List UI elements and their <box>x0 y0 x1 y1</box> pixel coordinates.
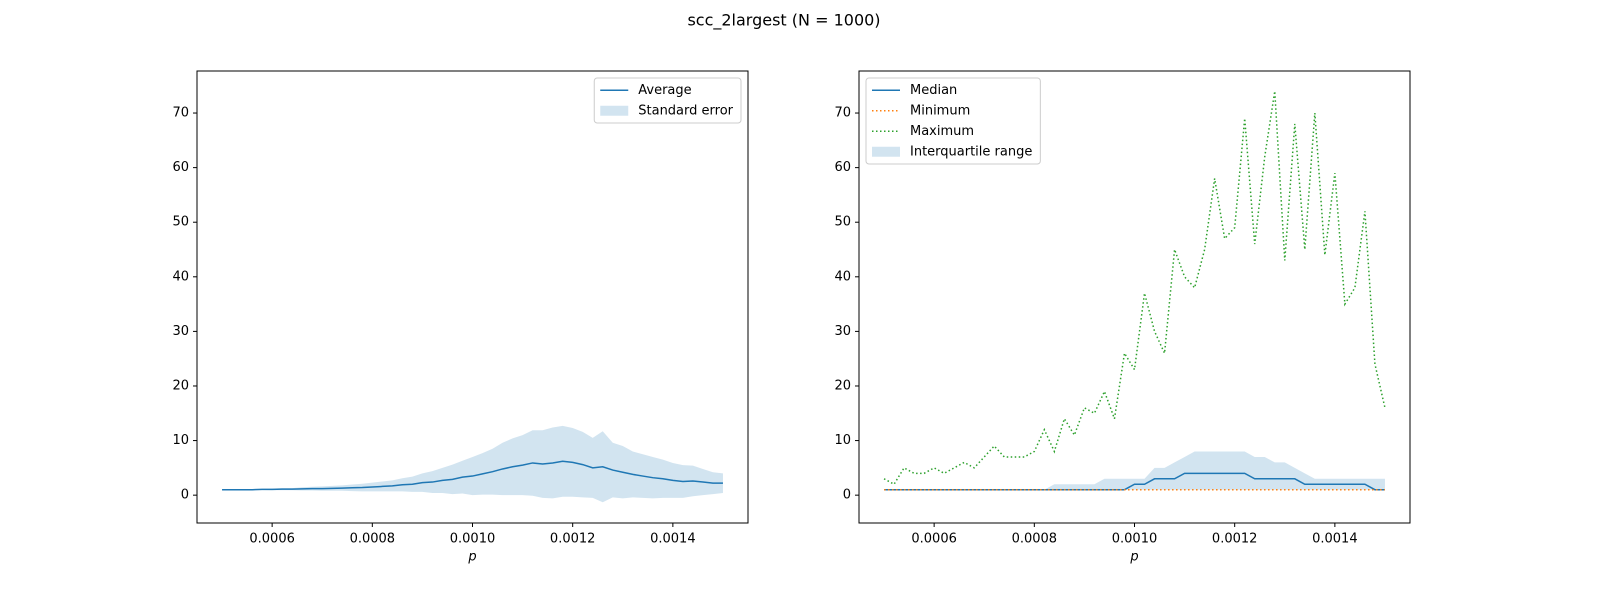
legend-label: Maximum <box>910 124 974 139</box>
y-tick-label: 0 <box>181 488 189 503</box>
x-tick-label: 0.0006 <box>249 532 295 547</box>
y-tick-label: 20 <box>172 378 189 393</box>
band-area <box>884 451 1385 490</box>
x-tick-label: 0.0006 <box>911 532 957 547</box>
figure-title: scc_2largest (N = 1000) <box>687 11 880 31</box>
x-tick-label: 0.0014 <box>1312 532 1358 547</box>
x-tick-label: 0.0010 <box>450 532 496 547</box>
x-tick-label: 0.0012 <box>1212 532 1258 547</box>
x-tick-label: 0.0008 <box>350 532 396 547</box>
legend-box <box>865 77 1041 165</box>
y-tick-label: 60 <box>172 160 189 175</box>
series-line <box>883 91 1386 486</box>
y-tick-label: 70 <box>834 106 851 121</box>
y-tick-label: 0 <box>843 488 851 503</box>
y-tick-label: 30 <box>834 324 851 339</box>
x-tick-label: 0.0014 <box>650 532 696 547</box>
legend-label: Standard error <box>638 103 733 118</box>
legend-handle <box>872 146 900 157</box>
y-tick-label: 10 <box>834 433 851 448</box>
y-tick-label: 50 <box>834 215 851 230</box>
x-tick-label: 0.0008 <box>1012 532 1058 547</box>
x-tick-label: 0.0010 <box>1112 532 1158 547</box>
legend-label: Minimum <box>910 103 970 118</box>
x-tick-label: 0.0012 <box>550 532 596 547</box>
y-tick-label: 10 <box>172 433 189 448</box>
legend-label: Interquartile range <box>910 144 1032 159</box>
legend-label: Median <box>910 83 957 98</box>
y-tick-label: 60 <box>834 160 851 175</box>
band-area <box>222 425 723 503</box>
y-tick-label: 50 <box>172 215 189 230</box>
series-line <box>222 460 723 491</box>
legend-handle <box>600 105 629 116</box>
legend-box <box>593 77 742 124</box>
legend: Average Standard error <box>593 77 742 124</box>
legend-label: Average <box>638 83 691 98</box>
y-tick-label: 70 <box>172 106 189 121</box>
x-axis-label: p <box>1129 550 1138 565</box>
series-line <box>884 472 1385 491</box>
y-tick-label: 30 <box>172 324 189 339</box>
legend: Median Minimum Maximum Interquartile range <box>865 77 1041 165</box>
y-tick-label: 20 <box>834 378 851 393</box>
x-axis-label: p <box>467 550 476 565</box>
y-tick-label: 40 <box>172 269 189 284</box>
y-tick-label: 40 <box>834 269 851 284</box>
